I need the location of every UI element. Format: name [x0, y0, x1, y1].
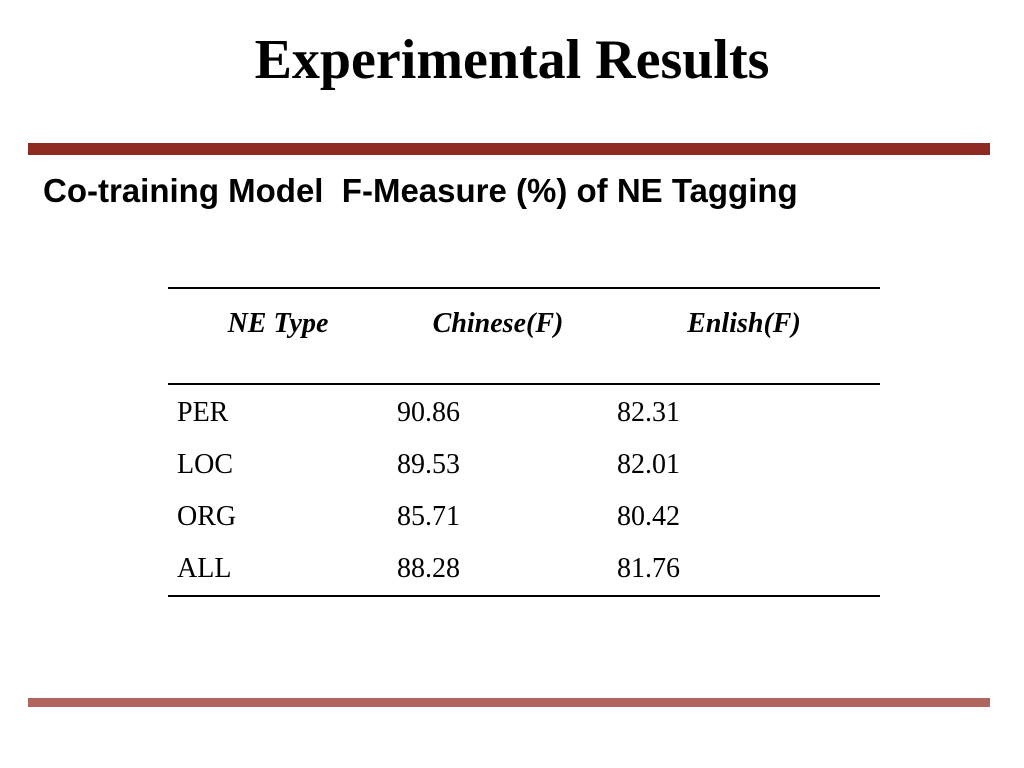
cell-chinese: 89.53: [397, 449, 460, 480]
table-row: PER 90.86 82.31: [168, 384, 880, 439]
cell-chinese: 88.28: [397, 553, 460, 584]
cell-english: 80.42: [617, 501, 680, 532]
slide-title: Experimental Results: [254, 29, 770, 91]
header-row: NE Type Chinese(F) Enlish(F): [168, 288, 880, 384]
bottom-divider: [28, 698, 990, 707]
cell-ne-type: ORG: [177, 501, 237, 532]
header-english: Enlish(F): [687, 308, 801, 339]
header-ne-type: NE Type: [227, 308, 329, 339]
cell-chinese: 85.71: [397, 501, 460, 532]
cell-ne-type: LOC: [177, 449, 233, 480]
cell-ne-type: PER: [177, 397, 229, 428]
table-row: ALL 88.28 81.76: [168, 543, 880, 596]
table-body: PER 90.86 82.31 LOC 89.53 82.01 ORG 85.7…: [168, 384, 880, 596]
cell-chinese: 90.86: [397, 397, 460, 428]
slide-subtitle: Co-training Model F-Measure (%) of NE Ta…: [43, 172, 798, 209]
cell-ne-type: ALL: [177, 553, 232, 584]
table-row: ORG 85.71 80.42: [168, 491, 880, 543]
header-chinese: Chinese(F): [432, 308, 564, 339]
table-header: NE Type Chinese(F) Enlish(F): [168, 288, 880, 384]
table-row: LOC 89.53 82.01: [168, 439, 880, 491]
results-table: NE Type Chinese(F) Enlish(F) PER 90.86 8…: [168, 287, 880, 597]
cell-english: 82.01: [617, 449, 680, 480]
cell-english: 82.31: [617, 397, 680, 428]
cell-english: 81.76: [617, 553, 680, 584]
top-divider: [28, 143, 990, 155]
